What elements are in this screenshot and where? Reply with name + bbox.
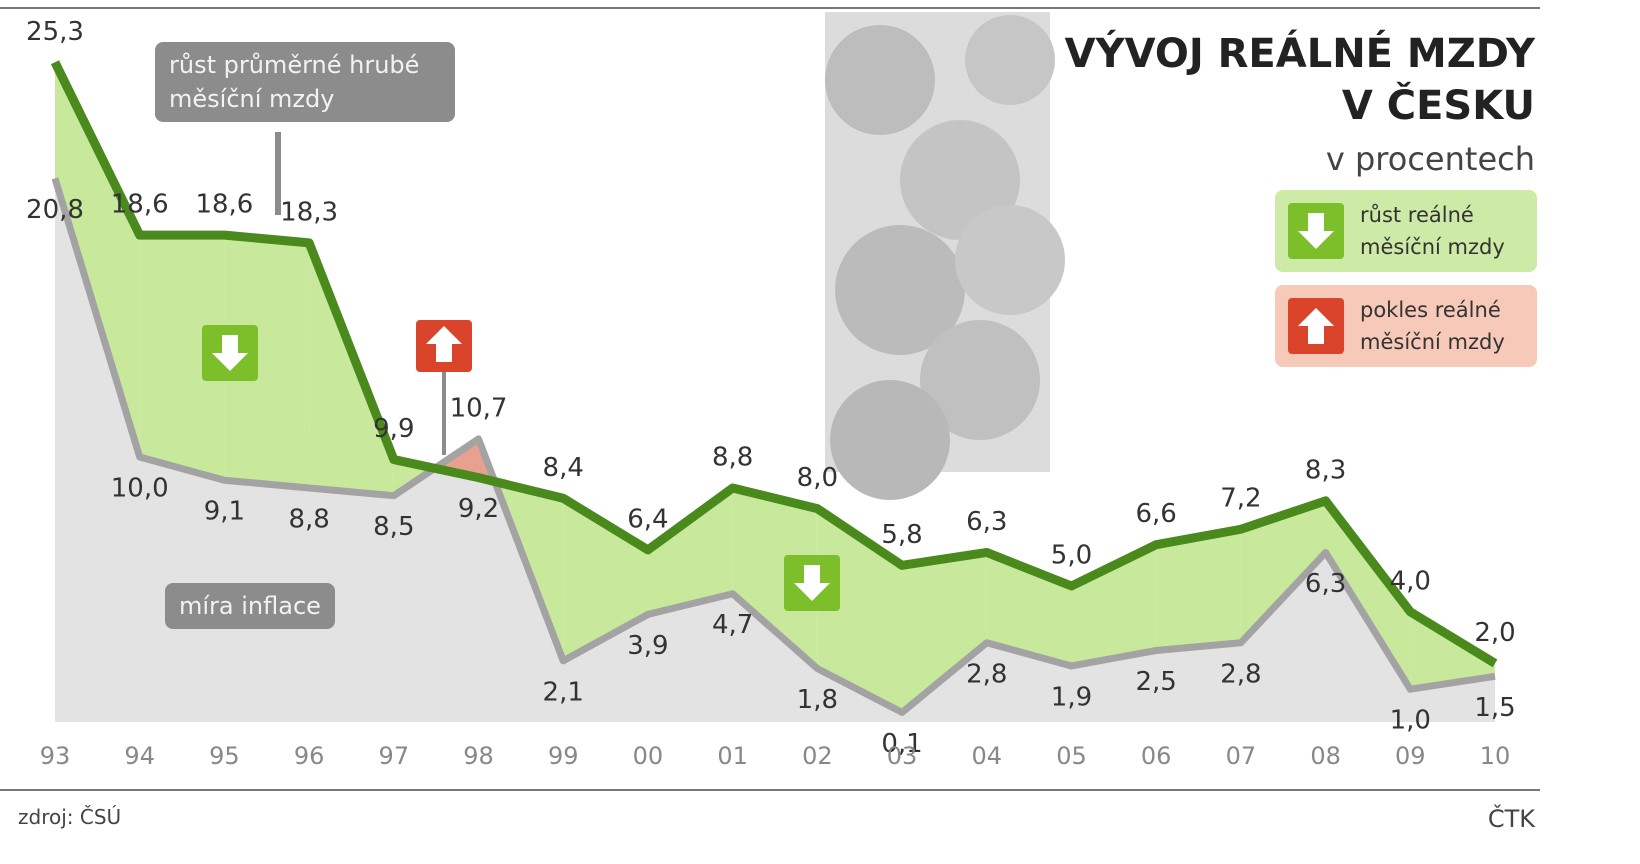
x-tick-label: 96 — [294, 742, 325, 770]
data-label: 0,1 — [881, 729, 922, 759]
legend-label: pokles reálné měsíční mzdy — [1360, 298, 1505, 354]
data-label: 5,0 — [1051, 541, 1092, 571]
data-label: 10,7 — [450, 393, 508, 423]
data-label: 1,5 — [1474, 693, 1515, 723]
x-tick-label: 02 — [802, 742, 833, 770]
rise-band — [1240, 500, 1326, 643]
rise-band — [902, 552, 987, 713]
data-label: 8,8 — [712, 442, 753, 472]
rise-band — [139, 235, 225, 481]
data-label: 1,9 — [1051, 682, 1092, 712]
x-tick-label: 01 — [717, 742, 748, 770]
data-label: 4,7 — [712, 610, 753, 640]
legend-icon — [1288, 298, 1344, 354]
data-label: 8,8 — [288, 504, 329, 534]
icon-rise — [202, 325, 258, 381]
data-label: 20,8 — [26, 195, 84, 225]
x-tick-label: 97 — [379, 742, 410, 770]
data-label: 6,6 — [1135, 499, 1176, 529]
x-tick-label: 03 — [887, 742, 918, 770]
x-tick-label: 95 — [209, 742, 240, 770]
x-tick-label: 99 — [548, 742, 579, 770]
legend-icon — [1288, 203, 1344, 259]
source: zdroj: ČSÚ — [18, 805, 122, 829]
x-tick-label: 09 — [1395, 742, 1426, 770]
data-label: 8,3 — [1305, 455, 1346, 485]
series-callout: růst průměrné hrubé měsíční mzdy — [155, 42, 455, 122]
data-label: 18,3 — [280, 197, 338, 227]
x-tick-label: 93 — [40, 742, 71, 770]
data-label: 6,3 — [966, 507, 1007, 537]
data-label: 2,0 — [1474, 618, 1515, 648]
x-tick-label: 00 — [633, 742, 664, 770]
series-line — [50, 60, 1498, 668]
data-label: 3,9 — [627, 631, 668, 661]
x-tick-label: 06 — [1141, 742, 1172, 770]
data-label: 2,8 — [1220, 659, 1261, 689]
chart-subtitle: v procentech — [1325, 140, 1535, 178]
data-label: 9,1 — [204, 497, 245, 527]
x-tick-label: 98 — [463, 742, 494, 770]
icon-rise — [784, 555, 840, 611]
data-label: 9,2 — [458, 494, 499, 524]
data-label: 2,5 — [1135, 667, 1176, 697]
data-label: 7,2 — [1220, 484, 1261, 514]
legend-label: růst reálné měsíční mzdy — [1360, 203, 1505, 259]
x-tick-label: 04 — [971, 742, 1002, 770]
data-label: 6,3 — [1305, 569, 1346, 599]
x-tick-label: 07 — [1226, 742, 1257, 770]
data-label: 6,4 — [627, 504, 668, 534]
data-label: 5,8 — [881, 520, 922, 550]
data-label: 8,5 — [373, 512, 414, 542]
data-label: 18,6 — [195, 190, 253, 220]
rise-band — [1325, 500, 1411, 690]
coins-photo — [825, 12, 1065, 500]
data-label: 2,8 — [966, 659, 1007, 689]
rise-band — [732, 487, 818, 669]
rise-band — [647, 487, 733, 615]
data-label: 10,0 — [111, 474, 169, 504]
x-tick-label: 08 — [1310, 742, 1341, 770]
x-tick-label: 10 — [1480, 742, 1511, 770]
x-tick-label: 05 — [1056, 742, 1087, 770]
credit: ČTK — [1487, 805, 1535, 833]
chart-title: VÝVOJ REÁLNÉ MZDY V ČESKU — [1064, 31, 1535, 129]
data-label: 1,0 — [1390, 706, 1431, 736]
data-label: 18,6 — [111, 190, 169, 220]
rise-band — [1071, 544, 1157, 666]
data-label: 8,0 — [797, 463, 838, 493]
icon-fall — [416, 320, 472, 372]
x-tick-label: 94 — [124, 742, 155, 770]
inflation-area — [55, 178, 1495, 723]
rise-band — [55, 62, 140, 457]
data-label: 9,9 — [373, 414, 414, 444]
rise-band — [224, 235, 310, 488]
series-callout: míra inflace — [165, 583, 335, 629]
rise-band — [1156, 529, 1241, 651]
data-label: 2,1 — [543, 677, 584, 707]
data-label: 1,8 — [797, 685, 838, 715]
rise-band — [1410, 611, 1495, 690]
data-label: 8,4 — [543, 453, 584, 483]
data-label: 4,0 — [1390, 566, 1431, 596]
data-label: 25,3 — [26, 17, 84, 47]
series-line — [51, 177, 1496, 716]
